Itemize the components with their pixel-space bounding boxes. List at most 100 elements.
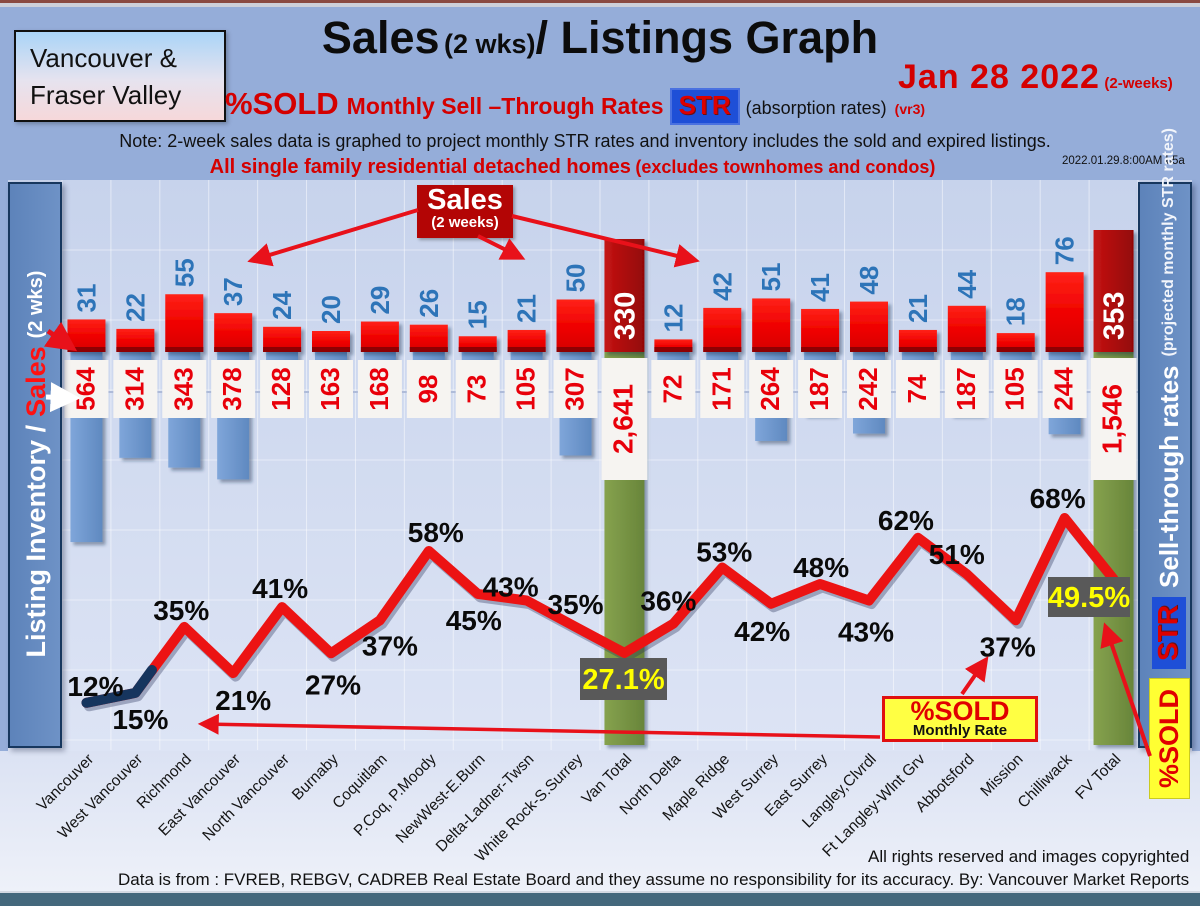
page-title: Sales (2 wks)/ Listings Graph (250, 12, 950, 64)
sales-value-label: 18 (1001, 297, 1031, 326)
pctsold-callout-title: %SOLD (910, 696, 1010, 726)
left-axis-part3: (2 wks) (24, 270, 47, 339)
inventory-value-label: 105 (1000, 367, 1030, 410)
subtitle-paren: (excludes townhomes and condos) (635, 157, 936, 177)
inventory-label-box (1090, 358, 1137, 480)
sales-value-label: 22 (120, 293, 150, 322)
str-point-label: 68% (1030, 483, 1086, 514)
subtitle-main: All single family residential detached h… (209, 156, 631, 178)
sales-bar (312, 331, 350, 352)
axis-labels-background (0, 751, 1200, 891)
pctsold-callout-box: %SOLD Monthly Rate (882, 696, 1038, 742)
sales-bar (850, 301, 888, 352)
sales-value-label: 51 (756, 263, 786, 292)
right-axis-title-text: Sell-through rates (1153, 365, 1184, 588)
sales-callout-box: Sales (2 weeks) (417, 185, 513, 238)
str-point-label: 53% (696, 537, 752, 568)
str-line (81, 513, 1119, 708)
inventory-label-box (1042, 360, 1087, 418)
sales-bar (1045, 272, 1084, 352)
inventory-value-label: 72 (657, 375, 687, 404)
sales-callout-sub: (2 weeks) (431, 214, 499, 231)
str-point-label: 27% (305, 669, 361, 700)
sales-bar (214, 313, 253, 352)
date-suffix: (2-weeks) (1104, 75, 1173, 92)
x-axis-label: Chilliwack (1015, 751, 1076, 812)
inventory-label-box (944, 360, 989, 418)
str-point-label: 48% (793, 552, 849, 583)
right-axis-title: %SOLD STR Sell-through rates (projected … (1146, 128, 1192, 799)
sales-value-label: 29 (365, 286, 395, 315)
inventory-value-label: 307 (560, 367, 590, 410)
inventory-value-label: 187 (804, 367, 834, 410)
str-point-label: 42% (734, 616, 790, 647)
sales-bar-base (312, 347, 350, 352)
str-line-layer (81, 513, 1122, 712)
right-axis-str-badge: STR (1152, 596, 1186, 669)
inventory-label-box (993, 360, 1038, 418)
region-label-box: Vancouver & Fraser Valley (14, 30, 226, 122)
str-point-label: 51% (929, 539, 985, 570)
sales-bar-base (165, 347, 204, 352)
sales-value-label: 76 (1050, 236, 1080, 265)
total-pct-box (1048, 577, 1130, 617)
inventory-value-label: 1,546 (1097, 384, 1128, 454)
str-point-label: 35% (548, 589, 604, 620)
title-paren: (2 wks) (443, 29, 536, 59)
sell-through-label: Monthly Sell –Through Rates (346, 93, 664, 119)
sales-bar (703, 307, 742, 352)
x-axis-label: West Vancouver (55, 751, 146, 842)
sales-bar (360, 321, 399, 352)
str-point-label: 37% (362, 630, 418, 661)
sales-bar-base (752, 347, 791, 352)
inventory-label-box (357, 360, 402, 418)
inventory-value-label: 378 (217, 367, 247, 410)
bottom-border-strip (0, 891, 1200, 906)
right-axis-pctsold-badge: %SOLD (1148, 677, 1190, 799)
sales-bar (507, 329, 546, 352)
copyright-text: All rights reserved and images copyright… (868, 847, 1190, 866)
sales-value-label: 24 (267, 290, 297, 319)
date-text: Jan 28 2022 (898, 58, 1100, 96)
str-point-label: 15% (112, 704, 168, 735)
version-label: (vr3) (894, 101, 926, 117)
str-line-start-segment (81, 665, 157, 708)
inventory-label-box (162, 360, 207, 418)
sales-bar-base (703, 347, 742, 352)
top-border-strip-gray (0, 3, 1200, 7)
sales-bar-base (263, 347, 302, 352)
sales-bar-base (360, 347, 399, 352)
inventory-label-box (601, 358, 648, 480)
sales-bar-base (1045, 347, 1084, 352)
sales-value-label: 12 (658, 303, 688, 332)
inventory-label-box (113, 360, 158, 418)
left-axis-title: Listing Inventory / Sales (2 wks) (12, 184, 60, 744)
sales-value-label: 26 (414, 289, 444, 318)
sales-value-label: 31 (71, 284, 101, 313)
sales-bar-base (850, 347, 888, 352)
str-badge: STR (671, 90, 738, 123)
str-point-label: 58% (408, 517, 464, 548)
sales-value-label: 21 (512, 294, 542, 323)
sales-value-label: 42 (707, 272, 737, 301)
absorption-rates-label: (absorption rates) (745, 98, 887, 118)
inventory-label-box (455, 360, 500, 418)
inventory-value-label: 244 (1049, 367, 1079, 411)
x-axis-label: FV Total (1072, 751, 1124, 803)
inventory-label-box (406, 360, 451, 418)
x-axis-label: North Vancouver (199, 751, 292, 844)
inventory-value-label: 128 (266, 367, 296, 410)
title-main: Sales (321, 12, 440, 63)
inventory-label-box (895, 360, 940, 418)
generated-timestamp: 2022.01.29.8:00AM b5a (1062, 155, 1185, 167)
pct-sold-label: %SOLD (224, 86, 339, 121)
total-sales-value-label: 330 (609, 292, 641, 340)
inventory-value-label: 187 (951, 367, 981, 410)
sales-bar (116, 328, 155, 352)
str-point-label: 43% (838, 617, 894, 648)
region-line-1: Vancouver & (30, 43, 177, 73)
str-point-label: 21% (215, 685, 271, 716)
sales-bar-base (556, 347, 595, 352)
sales-bar-base (654, 347, 693, 352)
sales-bar (947, 305, 986, 352)
